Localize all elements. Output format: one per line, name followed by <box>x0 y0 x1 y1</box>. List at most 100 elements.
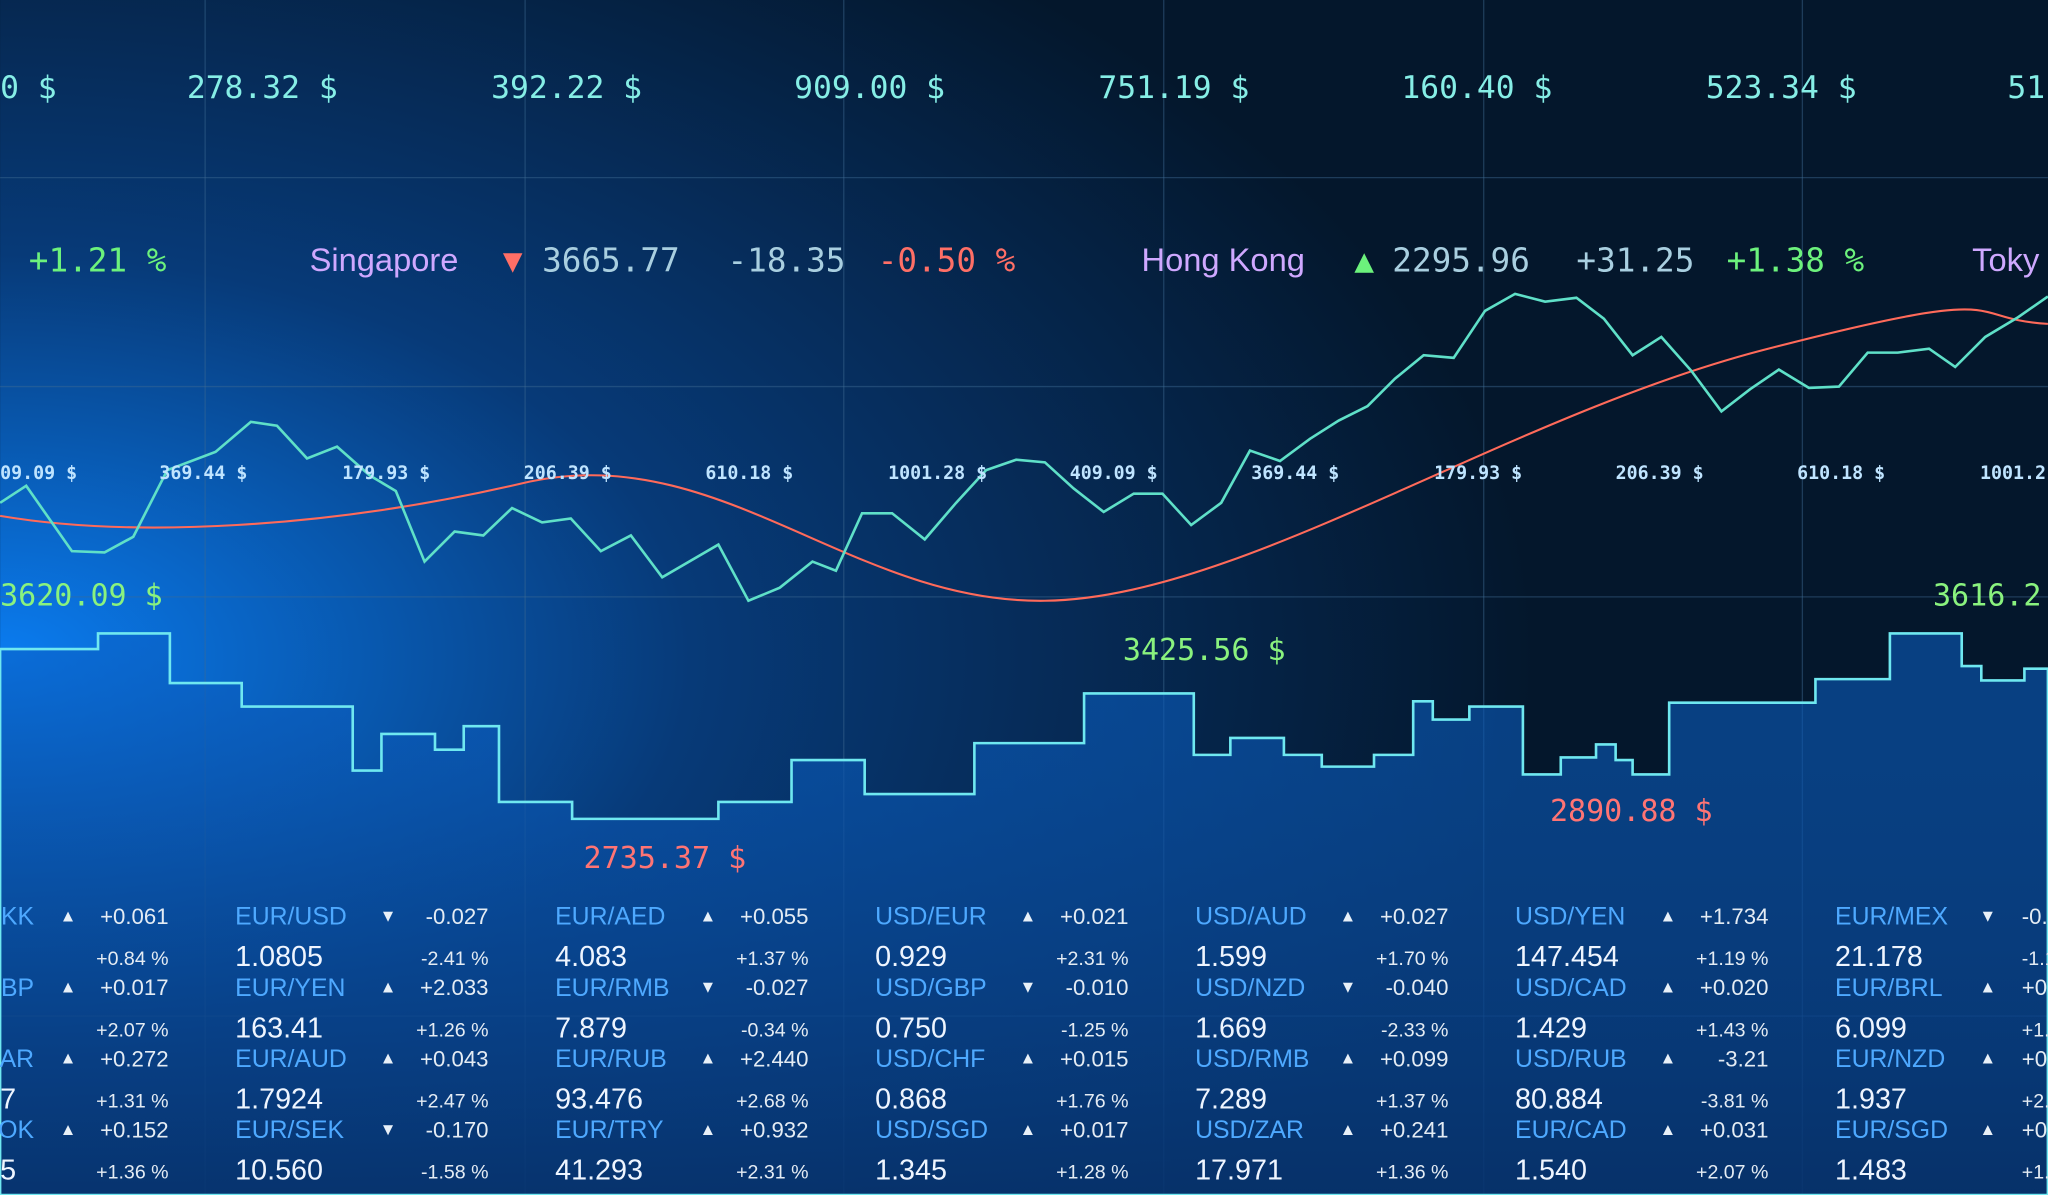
change-value: +2.033 <box>420 975 488 1000</box>
change-value: -3.21 <box>1718 1046 1769 1071</box>
currency-pair: EUR/SEK <box>235 1117 344 1144</box>
price-callout: 3620.09 $ <box>0 578 163 613</box>
percent-change: +1.37 % <box>736 948 808 970</box>
labels: 0 $ 278.32 $ 392.22 $ 909.00 $ 751.19 $ 160.4… <box>0 70 2048 1187</box>
top-price: 160.40 $ <box>1401 70 1552 106</box>
percent-change: +2.47 % <box>416 1090 488 1112</box>
price-value: 80.884 <box>1515 1084 1603 1116</box>
price-value: 7 <box>0 1084 16 1116</box>
change-value: -0.027 <box>746 975 809 1000</box>
direction-arrow: ▲ <box>700 906 717 925</box>
price-value: 6.099 <box>1835 1012 1907 1044</box>
currency-pair: EUR/RUB <box>555 1046 667 1073</box>
direction-arrow: ▲ <box>1659 1049 1676 1068</box>
price-callout: 2735.37 $ <box>584 841 747 876</box>
price-callout: 3616.2 <box>1933 578 2041 613</box>
ticker-item: Hong Kong <box>1142 241 1305 278</box>
direction-arrow: ▼ <box>1979 906 1996 925</box>
top-price: 278.32 $ <box>187 70 338 106</box>
price-value: 1.540 <box>1515 1155 1587 1187</box>
change-value: +0. <box>2022 1118 2048 1143</box>
percent-change: -2.41 % <box>421 948 488 970</box>
direction-arrow: ▲ <box>700 1049 717 1068</box>
currency-pair: USD/GBP <box>875 975 987 1002</box>
currency-pair: EUR/YEN <box>235 975 345 1002</box>
level-label: 409.09 $ <box>1070 463 1158 484</box>
currency-pair: USD/RUB <box>1515 1046 1627 1073</box>
top-price: 0 $ <box>0 70 57 106</box>
change-value: +0.020 <box>1700 975 1768 1000</box>
direction-arrow: ▲ <box>1979 977 1996 996</box>
currency-pair: EUR/BRL <box>1835 975 1942 1002</box>
ticker-item: ▲ <box>1354 242 1374 280</box>
ticker-item: -18.35 <box>728 242 846 280</box>
percent-change: +1.19 % <box>1696 948 1768 970</box>
price-value: 1.599 <box>1195 941 1267 973</box>
percent-change: +1. <box>2022 1162 2048 1184</box>
currency-pair: OK <box>0 1117 35 1144</box>
percent-change: +2.07 % <box>96 1019 168 1041</box>
direction-arrow: ▲ <box>700 1120 717 1139</box>
price-value: 10.560 <box>235 1155 323 1187</box>
direction-arrow: ▲ <box>60 1120 77 1139</box>
price-value: 5 <box>0 1155 16 1187</box>
change-value: +0.043 <box>420 1046 488 1071</box>
top-price: 909.00 $ <box>794 70 945 106</box>
level-label: 206.39 $ <box>524 463 612 484</box>
change-value: +0.027 <box>1380 904 1448 929</box>
top-price: 751.19 $ <box>1098 70 1249 106</box>
top-price: 51 <box>2007 70 2045 106</box>
percent-change: +2.4 <box>2022 1090 2048 1112</box>
price-value: 21.178 <box>1835 941 1923 973</box>
direction-arrow: ▼ <box>1020 977 1037 996</box>
currency-pair: EUR/SGD <box>1835 1117 1948 1144</box>
direction-arrow: ▲ <box>1979 1120 1996 1139</box>
direction-arrow: ▲ <box>1339 1120 1356 1139</box>
percent-change: -1.1 <box>2022 948 2048 970</box>
price-value: 147.454 <box>1515 941 1619 973</box>
ticker-item: +1.21 % <box>29 242 167 280</box>
currency-pair: USD/SGD <box>875 1117 988 1144</box>
level-label: 179.93 $ <box>342 463 430 484</box>
direction-arrow: ▲ <box>1020 1120 1037 1139</box>
top-price: 523.34 $ <box>1706 70 1857 106</box>
price-value: 7.289 <box>1195 1084 1267 1116</box>
percent-change: +0.84 % <box>96 948 168 970</box>
direction-arrow: ▲ <box>1020 1049 1037 1068</box>
price-value: 163.41 <box>235 1012 323 1044</box>
change-value: +0.0 <box>2022 975 2048 1000</box>
percent-change: -2.33 % <box>1381 1019 1448 1041</box>
direction-arrow: ▲ <box>1339 906 1356 925</box>
trend-curve <box>0 308 2048 602</box>
percent-change: +1.28 % <box>1056 1162 1128 1184</box>
price-value: 0.929 <box>875 941 947 973</box>
price-value: 7.879 <box>555 1012 627 1044</box>
currency-pair: USD/NZD <box>1195 975 1305 1002</box>
percent-change: +1.43 % <box>1696 1019 1768 1041</box>
currency-pair: KK <box>1 904 35 931</box>
direction-arrow: ▲ <box>60 1049 77 1068</box>
level-label: 09.09 $ <box>0 463 77 484</box>
price-callout: 2890.88 $ <box>1550 794 1713 829</box>
price-value: 17.971 <box>1195 1155 1283 1187</box>
level-label: 369.44 $ <box>1251 463 1339 484</box>
price-value: 41.293 <box>555 1155 643 1187</box>
direction-arrow: ▲ <box>1659 977 1676 996</box>
change-value: +0.015 <box>1060 1046 1128 1071</box>
level-label: 369.44 $ <box>159 463 247 484</box>
price-value: 1.0805 <box>235 941 323 973</box>
currency-pair: USD/CHF <box>875 1046 985 1073</box>
top-price: 392.22 $ <box>491 70 642 106</box>
step-area <box>0 632 2048 1195</box>
level-label: 610.18 $ <box>1797 463 1885 484</box>
percent-change: +2.31 % <box>736 1162 808 1184</box>
level-label: 1001.2 <box>1980 463 2046 484</box>
direction-arrow: ▲ <box>60 977 77 996</box>
change-value: +0.031 <box>1700 1118 1768 1143</box>
change-value: +2.440 <box>740 1046 808 1071</box>
percent-change: +1.70 % <box>1376 948 1448 970</box>
percent-change: +1.26 % <box>416 1019 488 1041</box>
change-value: -0.010 <box>1066 975 1129 1000</box>
direction-arrow: ▼ <box>700 977 717 996</box>
